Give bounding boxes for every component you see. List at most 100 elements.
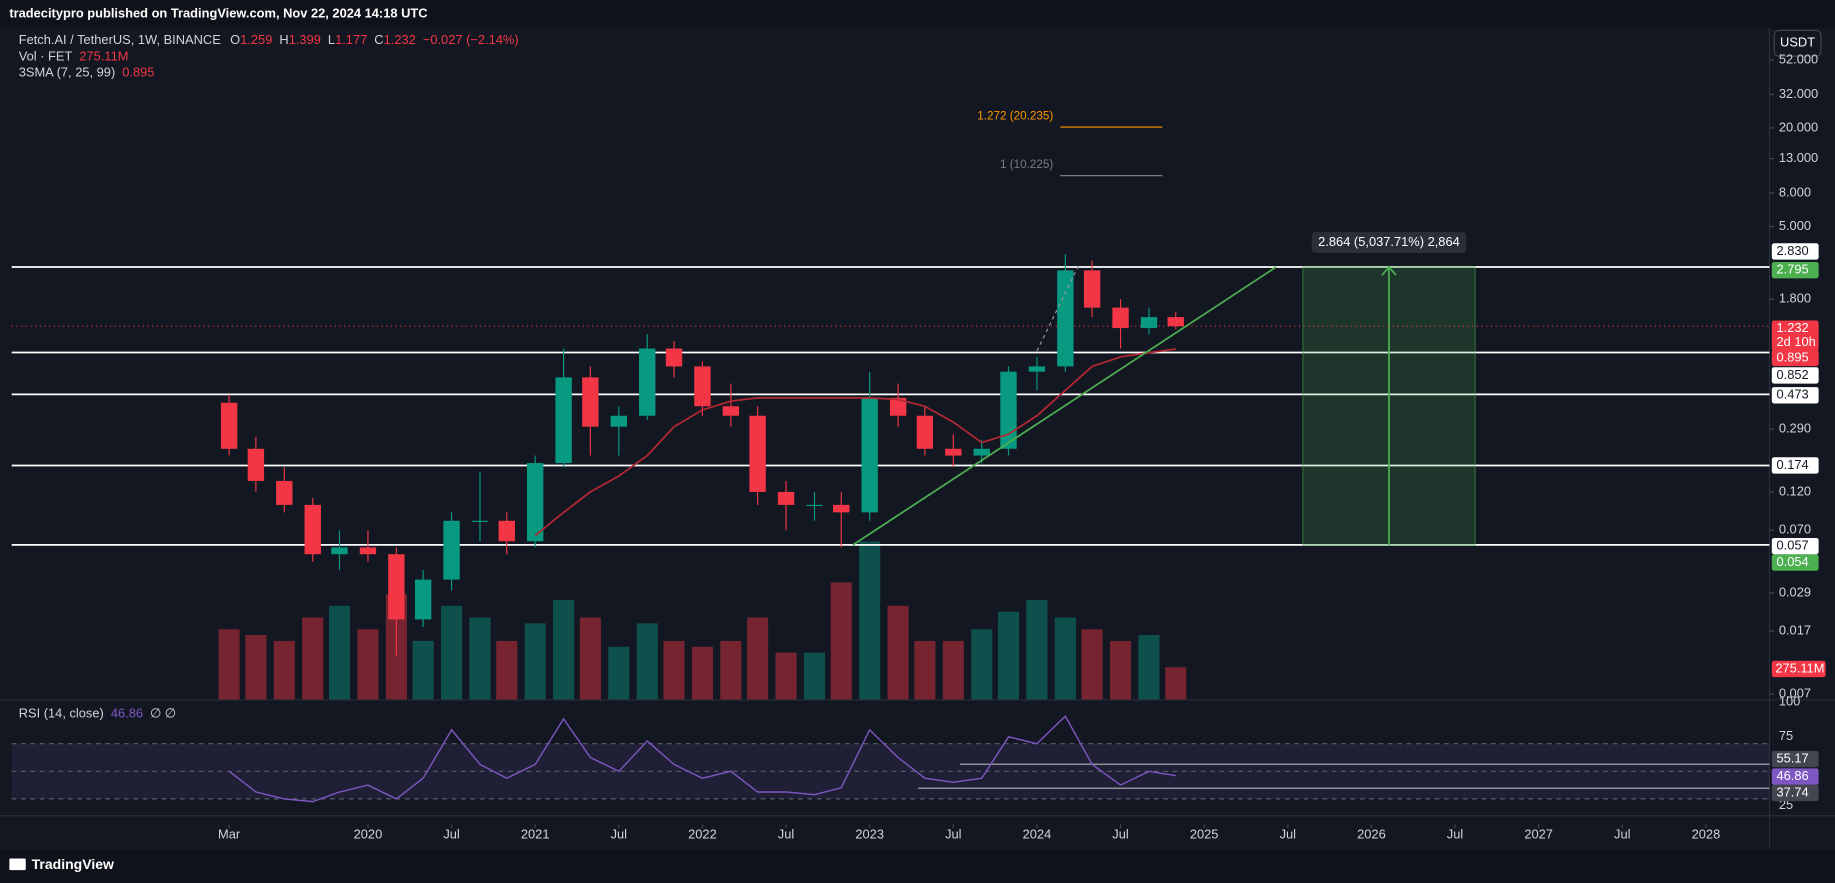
volume-bar [720, 640, 742, 700]
ohlc-key: L [328, 32, 335, 47]
price-label-box [1771, 457, 1819, 474]
rsi-name: RSI (14, close) [19, 706, 104, 721]
price-label: 2.830 [1776, 243, 1808, 258]
x-tick-label: 2020 [354, 826, 383, 841]
candle-body [304, 504, 321, 555]
footer-text: TradingView [32, 856, 114, 872]
price-label: 2.795 [1776, 262, 1808, 277]
sma-name: 3SMA (7, 25, 99) [19, 65, 116, 80]
y-tick-label: 0.070 [1779, 522, 1811, 537]
x-tick-label: Jul [778, 826, 794, 841]
header-bar [0, 0, 1835, 29]
price-label: 0.852 [1776, 367, 1808, 382]
volume-label: 275.11M [1775, 660, 1824, 675]
candle-body [331, 547, 348, 555]
candle-body [555, 377, 572, 464]
legend-sma: 3SMA (7, 25, 99) 0.895 [19, 65, 155, 80]
price-label-box [1771, 367, 1819, 384]
x-tick-label: Jul [945, 826, 961, 841]
y-tick-label: 5.000 [1779, 218, 1811, 233]
y-tick-label: 0.017 [1779, 622, 1811, 637]
ohlc-key: C [374, 32, 383, 47]
x-tick-label: Jul [1112, 826, 1128, 841]
price-label-box [1771, 554, 1819, 571]
y-tick-label: 0.007 [1779, 686, 1811, 701]
ohlc-key: H [279, 32, 288, 47]
candle-body [610, 415, 627, 427]
ohlc-value: 1.232 [384, 32, 416, 47]
currency-label[interactable]: USDT [1780, 35, 1815, 50]
rsi-tick-label: 75 [1779, 728, 1793, 743]
candle-body [1000, 371, 1017, 449]
footer-bar [0, 850, 1835, 883]
y-tick-label: 0.290 [1779, 421, 1811, 436]
volume-bar [524, 623, 546, 700]
y-tick-label: 52.000 [1779, 51, 1818, 66]
volume-bar [412, 640, 434, 700]
rsi-label-box [1771, 784, 1819, 802]
candle-body [1140, 317, 1158, 329]
candle-body [220, 402, 238, 449]
candle-body [749, 415, 766, 492]
volume-bar [887, 605, 909, 700]
candle-body [1083, 270, 1101, 308]
candle-body [1057, 270, 1074, 367]
rsi-label-box [1771, 750, 1819, 768]
volume-bar [608, 646, 630, 700]
y-tick-label: 8.000 [1779, 184, 1811, 199]
volume-bar [302, 617, 324, 700]
volume-bar [747, 617, 769, 700]
volume-bar [803, 652, 826, 700]
price-label-box [1771, 387, 1819, 404]
logo-icon [9, 858, 26, 871]
rsi-label: 37.74 [1776, 784, 1808, 799]
candle-body [916, 415, 934, 449]
y-tick-label: 20.000 [1779, 119, 1818, 134]
sma-line [534, 348, 1176, 537]
price-label: 0.057 [1776, 538, 1808, 553]
price-label-box [1771, 349, 1819, 367]
price-label: 0.895 [1776, 349, 1808, 364]
x-tick-label: Jul [1447, 826, 1463, 841]
volume-bar [1054, 617, 1076, 700]
sma-value: 0.895 [122, 65, 154, 80]
ohlc-key: O [230, 32, 240, 47]
x-tick-label: 2021 [521, 826, 550, 841]
volume-bar [1026, 599, 1048, 700]
ohlc-value: 1.259 [240, 32, 272, 47]
y-tick-label: 0.120 [1779, 483, 1811, 498]
price-label: 0.054 [1776, 554, 1808, 569]
volume-bar [1165, 667, 1187, 700]
candle-body [359, 547, 377, 555]
price-label: 0.473 [1776, 387, 1808, 402]
volume-bar [245, 635, 267, 700]
rsi-extra: ∅ ∅ [150, 706, 176, 721]
x-tick-label: Jul [1614, 826, 1630, 841]
y-tick-label: 1.800 [1779, 291, 1811, 306]
candle-body [694, 366, 711, 407]
x-tick-label: Jul [443, 826, 459, 841]
volume-bar [357, 629, 379, 700]
x-tick-label: 2025 [1190, 826, 1219, 841]
volume-bar [971, 629, 993, 700]
candle-body [722, 406, 740, 416]
currency-button[interactable] [1773, 29, 1822, 57]
candle-body [665, 348, 683, 367]
volume-bar [496, 640, 518, 700]
candle-body [443, 520, 460, 580]
countdown: 2d 10h [1776, 334, 1815, 349]
rsi-label: 46.86 [1776, 768, 1808, 783]
trendline [852, 266, 1277, 546]
measure-label-box [1311, 231, 1467, 253]
volume-bar [1081, 629, 1103, 700]
dashed-line [1036, 265, 1080, 352]
candle-body [833, 504, 850, 513]
price-label: 1.232 [1776, 320, 1808, 335]
volume-bar [1110, 640, 1132, 700]
candle-body [1028, 366, 1046, 372]
price-label-box [1771, 261, 1819, 279]
volume-bar [553, 599, 575, 700]
candle-body [414, 579, 432, 620]
fib-label: 1.272 (20.235) [977, 110, 1053, 123]
